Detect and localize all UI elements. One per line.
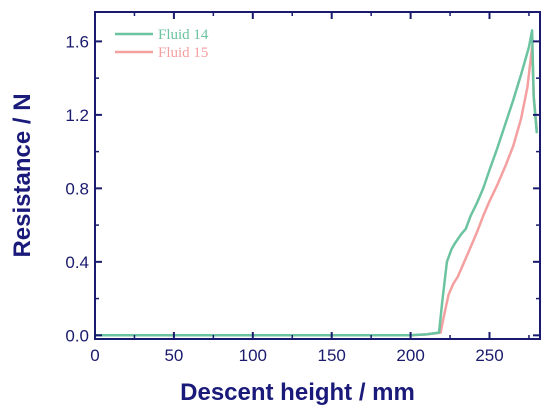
legend: Fluid 14 Fluid 15 xyxy=(115,27,209,61)
chart-marks xyxy=(95,29,539,337)
x-tick-label: 0 xyxy=(90,346,99,365)
y-tick-label: 0.0 xyxy=(65,326,89,345)
x-tick-label: 50 xyxy=(164,346,183,365)
y-tick-label: 0.4 xyxy=(65,253,89,272)
x-tick-label: 100 xyxy=(239,346,267,365)
y-tick-label: 1.2 xyxy=(65,106,89,125)
x-axis-title: Descent height / mm xyxy=(180,379,415,406)
y-tick-label: 0.8 xyxy=(65,179,89,198)
x-tick-label: 150 xyxy=(318,346,346,365)
legend-label-fluid-15: Fluid 15 xyxy=(158,45,208,61)
chart-ticks: 0 50 100 150 200 250 0.0 0.4 0.8 1.2 1.6 xyxy=(65,12,540,365)
y-tick-label: 1.6 xyxy=(65,32,89,51)
plot-frame xyxy=(94,11,541,340)
legend-label-fluid-14: Fluid 14 xyxy=(158,27,209,43)
x-tick-label: 200 xyxy=(396,346,424,365)
series-line-fluid-15 xyxy=(95,45,539,337)
y-axis-title: Resistance / N xyxy=(9,93,36,257)
x-tick-label: 250 xyxy=(475,346,503,365)
series-line-fluid-14 xyxy=(95,29,539,337)
